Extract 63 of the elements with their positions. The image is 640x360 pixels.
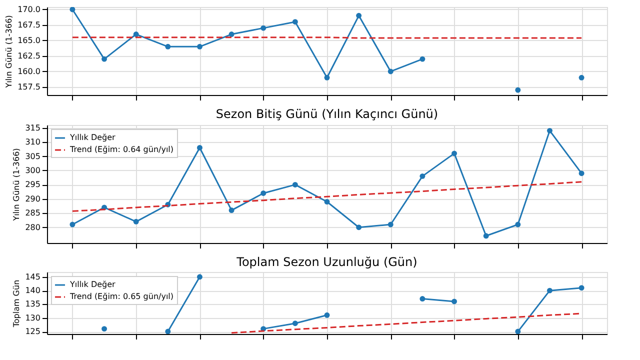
y-tick-label: 145: [25, 272, 40, 282]
y-tick-label: 310: [25, 138, 40, 147]
y-tick-label: 170.0: [18, 4, 40, 14]
point: [578, 170, 584, 176]
point: [356, 12, 362, 18]
point: [196, 274, 202, 280]
y-axis-title: Yılın Günü (1-366): [4, 15, 14, 89]
point: [260, 25, 266, 31]
y-tick-label: 165.0: [18, 36, 40, 45]
point: [228, 208, 234, 214]
point: [292, 320, 298, 326]
point: [483, 233, 489, 239]
point: [578, 285, 584, 291]
point: [388, 222, 394, 228]
chart-title: Toplam Sezon Uzunluğu (Gün): [236, 255, 418, 269]
point: [420, 173, 426, 179]
point: [546, 128, 552, 134]
point: [515, 222, 521, 228]
point: [515, 328, 521, 334]
point: [388, 68, 394, 74]
y-tick-label: 295: [25, 180, 40, 190]
y-tick-label: 130: [25, 313, 40, 322]
point: [420, 56, 426, 62]
point: [228, 32, 234, 37]
point: [70, 7, 76, 12]
point: [292, 19, 298, 25]
y-tick-label: 135: [25, 300, 40, 309]
y-tick-label: 157.5: [18, 82, 40, 92]
y-tick-label: 162.5: [18, 51, 40, 60]
point: [292, 182, 298, 188]
legend-label: Yıllık Değer: [69, 133, 116, 142]
point: [324, 199, 330, 205]
y-tick-label: 280: [25, 222, 40, 232]
line-series: [72, 181, 582, 212]
point: [546, 288, 552, 294]
point: [70, 222, 76, 228]
y-tick-label: 305: [25, 152, 40, 161]
point: [324, 312, 330, 318]
y-tick-label: 167.5: [18, 20, 40, 30]
point: [133, 218, 139, 224]
y-axis-title: Toplam Gün: [12, 280, 22, 328]
point: [102, 56, 108, 62]
legend-label: Trend (Eğim: 0.65 gün/yıl): [69, 292, 174, 301]
legend-label: Yıllık Değer: [69, 280, 116, 289]
point: [452, 150, 458, 156]
point: [133, 32, 139, 37]
point: [196, 145, 202, 150]
point: [196, 44, 202, 50]
y-tick-label: 125: [25, 327, 40, 336]
y-tick-label: 140: [25, 286, 40, 296]
chart-title: Sezon Bitiş Günü (Yılın Kaçıncı Günü): [216, 106, 438, 121]
y-tick-label: 160.0: [18, 66, 40, 76]
y-axis-title: Yılın Günü (1-366): [12, 148, 22, 222]
legend-label: Trend (Eğim: 0.64 gün/yıl): [69, 145, 174, 154]
point: [165, 44, 171, 50]
y-tick-label: 285: [25, 208, 40, 218]
point: [356, 224, 362, 230]
point: [324, 74, 330, 80]
y-tick-label: 290: [25, 194, 40, 204]
point: [165, 328, 171, 334]
y-tick-label: 315: [25, 123, 40, 132]
point: [260, 190, 266, 196]
y-tick-label: 300: [25, 166, 40, 175]
